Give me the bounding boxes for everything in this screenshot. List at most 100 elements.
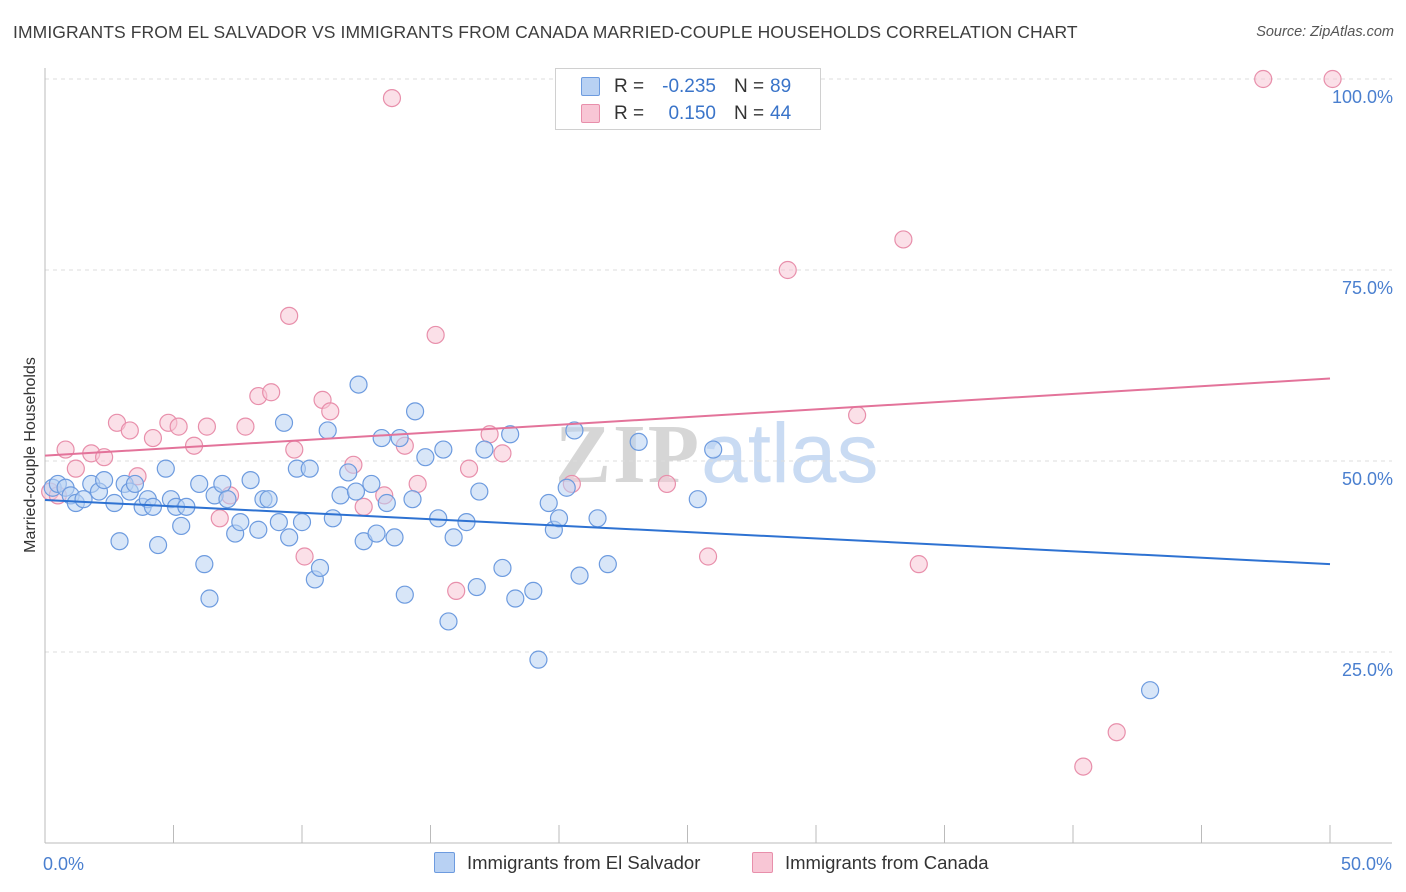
y-tick-label: 25.0% xyxy=(1342,660,1393,680)
el-salvador-point xyxy=(434,440,453,459)
el-salvador-point xyxy=(339,463,358,482)
legend-r-value: -0.235 xyxy=(662,76,716,97)
y-tick-label: 50.0% xyxy=(1342,469,1393,489)
el-salvador-point xyxy=(195,555,214,574)
canada-point xyxy=(1074,757,1093,776)
el-salvador-point xyxy=(148,535,168,555)
canada-point xyxy=(447,581,466,600)
el-salvador-point xyxy=(467,577,486,597)
canada-point xyxy=(285,440,304,459)
el-salvador-point xyxy=(565,421,584,440)
el-salvador-points xyxy=(43,375,1160,700)
el-salvador-point xyxy=(318,421,337,440)
el-salvador-point xyxy=(501,425,520,444)
canada-point xyxy=(459,459,479,478)
canada-point xyxy=(262,383,281,402)
el-salvador-point xyxy=(524,581,543,600)
el-salvador-point xyxy=(539,493,558,513)
legend-n-label: N = xyxy=(734,76,765,97)
el-salvador-point xyxy=(156,459,175,478)
el-salvador-point xyxy=(529,650,548,669)
el-salvador-point xyxy=(172,516,191,536)
canada-point xyxy=(493,444,512,463)
legend-swatch-pink xyxy=(581,104,600,123)
el-salvador-point xyxy=(506,589,525,608)
el-salvador-point xyxy=(218,490,237,509)
canada-point xyxy=(698,547,718,566)
el-salvador-point xyxy=(493,558,512,578)
canada-point xyxy=(894,230,913,249)
el-salvador-point xyxy=(292,513,312,532)
el-salvador-point xyxy=(377,493,396,513)
el-salvador-point xyxy=(241,471,260,490)
el-salvador-point xyxy=(200,589,219,608)
el-salvador-point xyxy=(439,612,458,631)
bottom-legend-swatch-pink xyxy=(752,852,773,873)
el-salvador-point xyxy=(395,585,414,604)
x-tick-label: 50.0% xyxy=(1341,854,1392,874)
legend-r-value: 0.150 xyxy=(668,103,716,124)
y-tick-label: 75.0% xyxy=(1342,278,1393,298)
bottom-legend-swatch-blue xyxy=(434,852,455,873)
el-salvador-point xyxy=(367,524,386,543)
canada-point xyxy=(408,474,427,494)
el-salvador-point xyxy=(249,520,268,539)
legend-row-el-salvador: R = -0.235 N = 89 xyxy=(556,74,820,100)
grid-lines xyxy=(45,78,1392,653)
legend-n-value: 44 xyxy=(770,103,792,124)
chart-title: IMMIGRANTS FROM EL SALVADOR VS IMMIGRANT… xyxy=(13,22,1078,42)
el-salvador-point xyxy=(190,474,209,494)
el-salvador-point xyxy=(110,532,129,551)
canada-trend-line xyxy=(44,377,1331,457)
canada-point xyxy=(236,417,255,436)
el-salvador-point xyxy=(390,428,409,448)
el-salvador-point xyxy=(475,440,494,459)
el-salvador-point xyxy=(588,509,607,528)
el-salvador-point xyxy=(372,428,391,448)
bottom-legend-label: Immigrants from El Salvador xyxy=(467,852,701,873)
el-salvador-point xyxy=(470,482,489,501)
el-salvador-point xyxy=(280,528,299,547)
legend-r-label: R = xyxy=(614,76,645,97)
canada-point xyxy=(197,417,217,436)
el-salvador-point xyxy=(310,558,330,578)
correlation-legend: R = -0.235 N = 89 R = 0.150 N = 44 xyxy=(555,68,821,130)
source-label: Source: ZipAtlas.com xyxy=(1256,24,1394,40)
legend-swatch-blue xyxy=(581,77,600,96)
el-salvador-point xyxy=(259,490,278,509)
canada-point xyxy=(120,421,139,440)
canada-point xyxy=(426,325,445,345)
canada-point xyxy=(210,509,229,528)
el-salvador-point xyxy=(74,490,93,509)
canada-point xyxy=(169,417,188,436)
x-tick-label: 0.0% xyxy=(43,854,84,874)
legend-n-value: 89 xyxy=(770,76,792,97)
canada-point xyxy=(778,260,797,280)
legend-row-canada: R = 0.150 N = 44 xyxy=(556,101,820,127)
el-salvador-point xyxy=(629,432,648,451)
el-salvador-point xyxy=(1140,681,1160,700)
trend-lines xyxy=(44,377,1331,566)
el-salvador-point xyxy=(688,490,707,509)
legend-n-label: N = xyxy=(734,103,765,124)
el-salvador-point xyxy=(549,509,569,528)
el-salvador-point xyxy=(403,490,422,509)
canada-point xyxy=(848,406,867,425)
watermark-atlas: atlas xyxy=(701,406,879,500)
tick-labels: 25.0% 50.0% 75.0% 100.0% 0.0% 50.0% xyxy=(43,87,1393,874)
y-axis-label: Married-couple Households xyxy=(22,357,39,553)
el-salvador-point xyxy=(444,528,463,547)
canada-point xyxy=(295,547,314,566)
canada-point xyxy=(280,306,299,325)
el-salvador-point xyxy=(405,402,425,421)
el-salvador-point xyxy=(598,555,617,574)
el-salvador-point xyxy=(416,448,435,467)
el-salvador-point xyxy=(704,440,723,459)
canada-point xyxy=(321,402,340,421)
canada-point xyxy=(354,497,373,516)
el-salvador-point xyxy=(274,413,294,432)
el-salvador-point xyxy=(143,497,163,516)
canada-point xyxy=(1107,723,1126,742)
el-salvador-point xyxy=(269,513,288,532)
